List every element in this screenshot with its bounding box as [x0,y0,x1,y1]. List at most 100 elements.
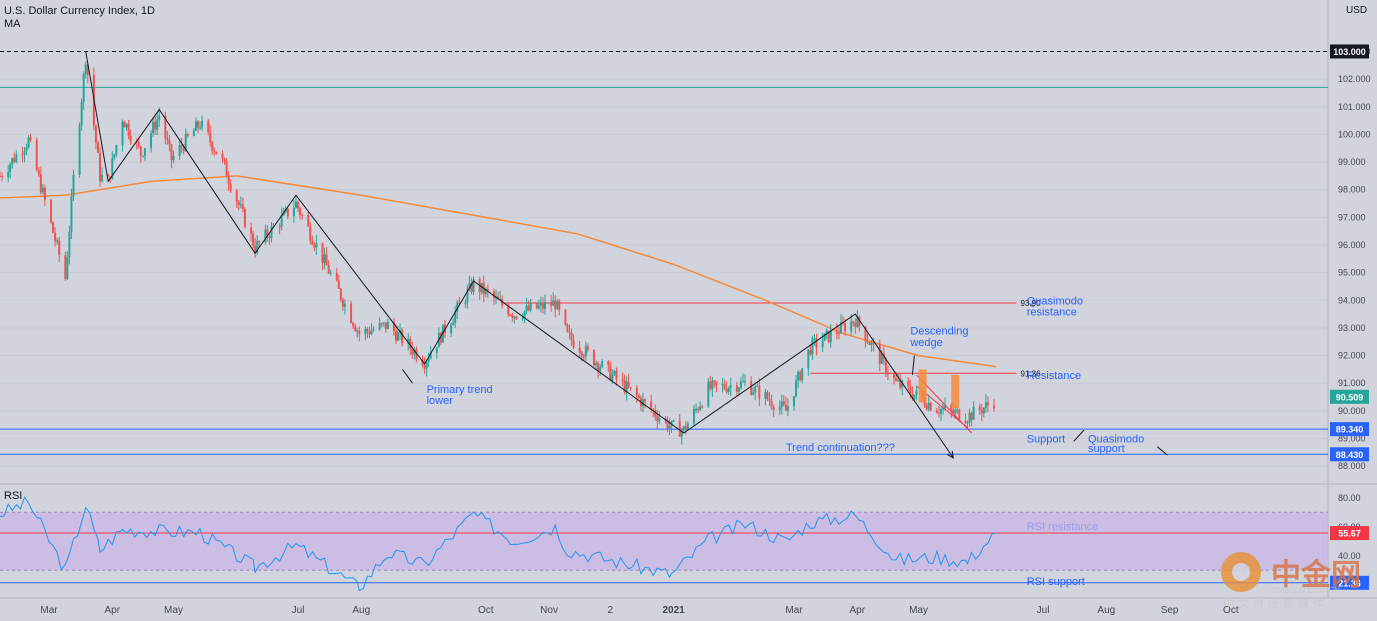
candle-body [686,423,689,430]
price-badge [1330,44,1369,59]
candle-body [394,331,397,341]
candle-body [625,381,628,393]
candle-body [339,288,342,300]
candle-body [413,349,416,355]
candle-body [535,303,538,309]
candle-body [325,254,328,266]
candle-body [497,296,500,300]
candle-body [980,410,983,414]
candle-body [241,204,244,209]
watermark: 中金网 CNGOLD.COM.CN 中文财经新媒体 [1221,552,1361,610]
candle-body [201,120,204,128]
rsi-band [0,512,1328,571]
candle-body [521,318,524,320]
candle-body [225,161,228,177]
candle-body [235,190,238,202]
candle-body [868,342,871,346]
candle-body [656,416,659,422]
candle-body [154,121,157,130]
candle-body [215,151,218,155]
price-badge [1330,526,1369,541]
price-tick-label: 93.000 [1338,323,1366,333]
candle-body [770,400,773,407]
annotation-arrow [1157,446,1168,456]
time-tick-label: Oct [1223,605,1239,616]
price-axis[interactable]: 103.000 102.000 101.000 100.000 99.000 98.000… [1330,44,1371,590]
candle-body [264,229,267,243]
time-tick-label: Mar [785,605,803,616]
price-tick-label: 94.000 [1338,295,1366,305]
candle-body [944,405,947,409]
candle-body [566,324,569,332]
candle-body [837,333,840,335]
candle-body [950,405,953,410]
candle-body [358,330,361,335]
candle-body [115,145,118,155]
candle-body [356,330,359,332]
annotation-label: Resistance [1027,370,1081,382]
candle-body [50,199,53,223]
candle-body [658,418,661,422]
candle-body [337,280,340,289]
annotation-label: lower [427,395,454,407]
candle-body [543,301,546,309]
candle-body [80,101,83,126]
candle-body [758,385,761,399]
candle-body [207,120,210,133]
time-tick-label: Sep [1161,605,1179,616]
candle-body [644,399,647,402]
candle-body [813,338,816,340]
candle-body [780,401,783,408]
candle-body [35,140,38,170]
candle-body [739,381,742,388]
candle-body [713,380,716,382]
time-axis[interactable]: Mar Apr May Jul Aug Oct Nov 2 2021 Mar Apr May Jul Au… [40,605,1238,616]
candle-body [256,241,259,253]
time-tick-label: Jul [292,605,305,616]
candle-body [513,316,516,318]
candle-body [294,201,297,209]
candle-body [984,402,987,408]
candle-body [927,402,930,410]
candle-body [554,300,557,310]
candle-body [966,422,969,424]
candle-body [11,158,14,165]
watermark-domain: CNGOLD.COM.CN [1271,586,1340,595]
candle-body [972,406,975,420]
price-tick-label: 91.000 [1338,378,1366,388]
candle-body [893,374,896,379]
annotation-arrow [911,355,915,375]
price-badge-label: 103.000 [1333,47,1366,57]
candle-body [366,329,369,332]
candle-body [897,380,900,382]
annotation-label: Support [1027,434,1066,446]
candle-body [507,305,510,315]
candle-body [925,405,928,410]
candle-body [578,347,581,353]
candle-body [970,412,973,420]
candle-body [754,386,757,393]
candle-body [94,125,97,143]
chart-title: U.S. Dollar Currency Index, 1D [4,5,155,17]
candle-body [450,324,453,334]
price-levels: 93.90 91.36 [0,50,1328,455]
candle-body [668,426,671,429]
price-tick-label: 92.000 [1338,351,1366,361]
candle-body [592,350,595,366]
price-tick-label: 102.000 [1338,74,1371,84]
ma-line [0,175,997,368]
candle-body [721,383,724,385]
level-value-label: 91.36 [1021,369,1042,378]
candle-body [809,349,812,355]
annotation-label: Primary trend [427,384,493,396]
candle-body [39,174,42,193]
candle-body [552,300,555,306]
candle-body [258,241,261,243]
candle-body [815,338,818,348]
candle-body [121,121,124,146]
candle-body [452,322,455,325]
candle-body [139,146,142,156]
candle-body [299,208,302,215]
candle-body [741,381,744,383]
